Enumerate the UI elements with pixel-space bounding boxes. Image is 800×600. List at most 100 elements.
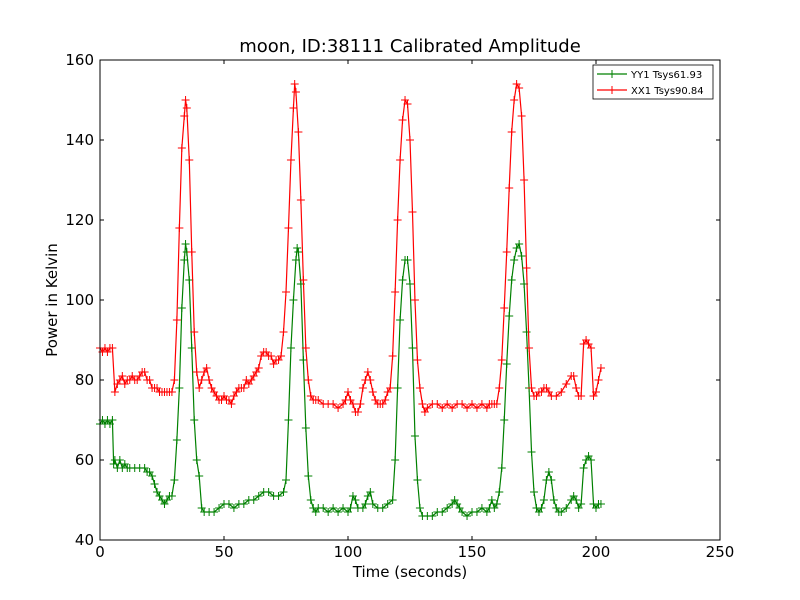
data-point bbox=[177, 304, 186, 312]
legend-swatch-marker bbox=[608, 70, 616, 78]
data-point bbox=[594, 376, 603, 384]
y-tick-label: 40 bbox=[75, 531, 94, 549]
data-point bbox=[172, 316, 181, 324]
data-point bbox=[324, 508, 333, 516]
data-point bbox=[423, 404, 432, 412]
data-point bbox=[353, 408, 362, 416]
data-point bbox=[507, 276, 516, 284]
data-point bbox=[522, 264, 531, 272]
data-point bbox=[254, 364, 263, 372]
data-point bbox=[282, 288, 290, 296]
data-point bbox=[443, 400, 452, 408]
data-point bbox=[346, 504, 355, 512]
data-point bbox=[577, 392, 586, 400]
data-point bbox=[177, 144, 186, 152]
data-point bbox=[187, 248, 196, 256]
legend-label: YY1 Tsys61.93 bbox=[630, 70, 702, 81]
data-point bbox=[398, 116, 407, 124]
data-point bbox=[562, 504, 571, 512]
data-point bbox=[284, 416, 293, 424]
data-point bbox=[472, 508, 481, 516]
data-point bbox=[415, 384, 424, 392]
data-point bbox=[282, 476, 290, 484]
data-point bbox=[530, 488, 538, 496]
y-axis-label: Power in Kelvin bbox=[43, 243, 61, 357]
data-point bbox=[458, 400, 467, 408]
data-point bbox=[304, 472, 313, 480]
data-point bbox=[403, 256, 412, 264]
data-point bbox=[286, 156, 295, 164]
data-point bbox=[224, 500, 233, 508]
data-point bbox=[396, 316, 405, 324]
data-point bbox=[329, 504, 338, 512]
data-point bbox=[190, 416, 199, 424]
data-point bbox=[299, 276, 308, 284]
data-point bbox=[344, 388, 352, 396]
x-tick-label: 50 bbox=[214, 543, 233, 561]
data-point bbox=[468, 400, 476, 408]
data-point bbox=[190, 328, 199, 336]
data-point bbox=[406, 280, 414, 288]
data-point bbox=[413, 356, 422, 364]
data-point bbox=[264, 488, 273, 496]
data-point bbox=[587, 344, 596, 352]
data-point bbox=[562, 380, 571, 388]
data-point bbox=[410, 432, 419, 440]
data-point bbox=[520, 176, 529, 184]
data-point bbox=[279, 328, 288, 336]
data-point bbox=[170, 476, 179, 484]
data-point bbox=[403, 100, 412, 108]
data-point bbox=[539, 496, 548, 504]
data-point bbox=[202, 364, 211, 372]
data-point bbox=[596, 364, 605, 372]
data-point bbox=[358, 384, 367, 392]
data-point bbox=[500, 416, 509, 424]
data-point bbox=[495, 384, 504, 392]
data-point bbox=[552, 392, 561, 400]
data-point bbox=[145, 376, 154, 384]
data-point bbox=[510, 256, 519, 264]
data-point bbox=[527, 448, 536, 456]
data-point bbox=[368, 500, 377, 508]
data-point bbox=[108, 416, 117, 424]
data-point bbox=[502, 360, 511, 368]
data-point bbox=[572, 384, 581, 392]
x-axis-label: Time (seconds) bbox=[352, 563, 468, 581]
x-tick-label: 250 bbox=[706, 543, 735, 561]
data-point bbox=[329, 400, 338, 408]
data-point bbox=[383, 500, 392, 508]
y-tick-label: 140 bbox=[65, 131, 94, 149]
data-point bbox=[487, 496, 496, 504]
data-point bbox=[443, 504, 452, 512]
legend-box bbox=[592, 64, 714, 100]
data-point bbox=[398, 276, 407, 284]
data-point bbox=[286, 344, 295, 352]
data-point bbox=[391, 288, 400, 296]
data-point bbox=[577, 500, 586, 508]
data-point bbox=[393, 216, 402, 224]
data-point bbox=[254, 492, 263, 500]
data-point bbox=[408, 344, 417, 352]
data-point bbox=[396, 156, 405, 164]
data-point bbox=[182, 104, 191, 112]
data-point bbox=[502, 248, 511, 256]
data-point bbox=[175, 224, 184, 232]
data-point bbox=[267, 352, 276, 360]
data-point bbox=[363, 368, 372, 376]
data-point bbox=[351, 496, 360, 504]
x-tick-label: 150 bbox=[458, 543, 487, 561]
data-point bbox=[172, 436, 181, 444]
data-point bbox=[319, 504, 328, 512]
data-point bbox=[181, 240, 190, 248]
data-point bbox=[525, 344, 534, 352]
legend-label: XX1 Tsys90.84 bbox=[631, 86, 704, 97]
data-point bbox=[428, 512, 437, 520]
data-point bbox=[290, 80, 299, 88]
data-point bbox=[388, 352, 397, 360]
data-point bbox=[517, 112, 526, 120]
data-point bbox=[544, 468, 553, 476]
data-point bbox=[306, 496, 315, 504]
data-point bbox=[368, 388, 377, 396]
data-point bbox=[527, 384, 536, 392]
